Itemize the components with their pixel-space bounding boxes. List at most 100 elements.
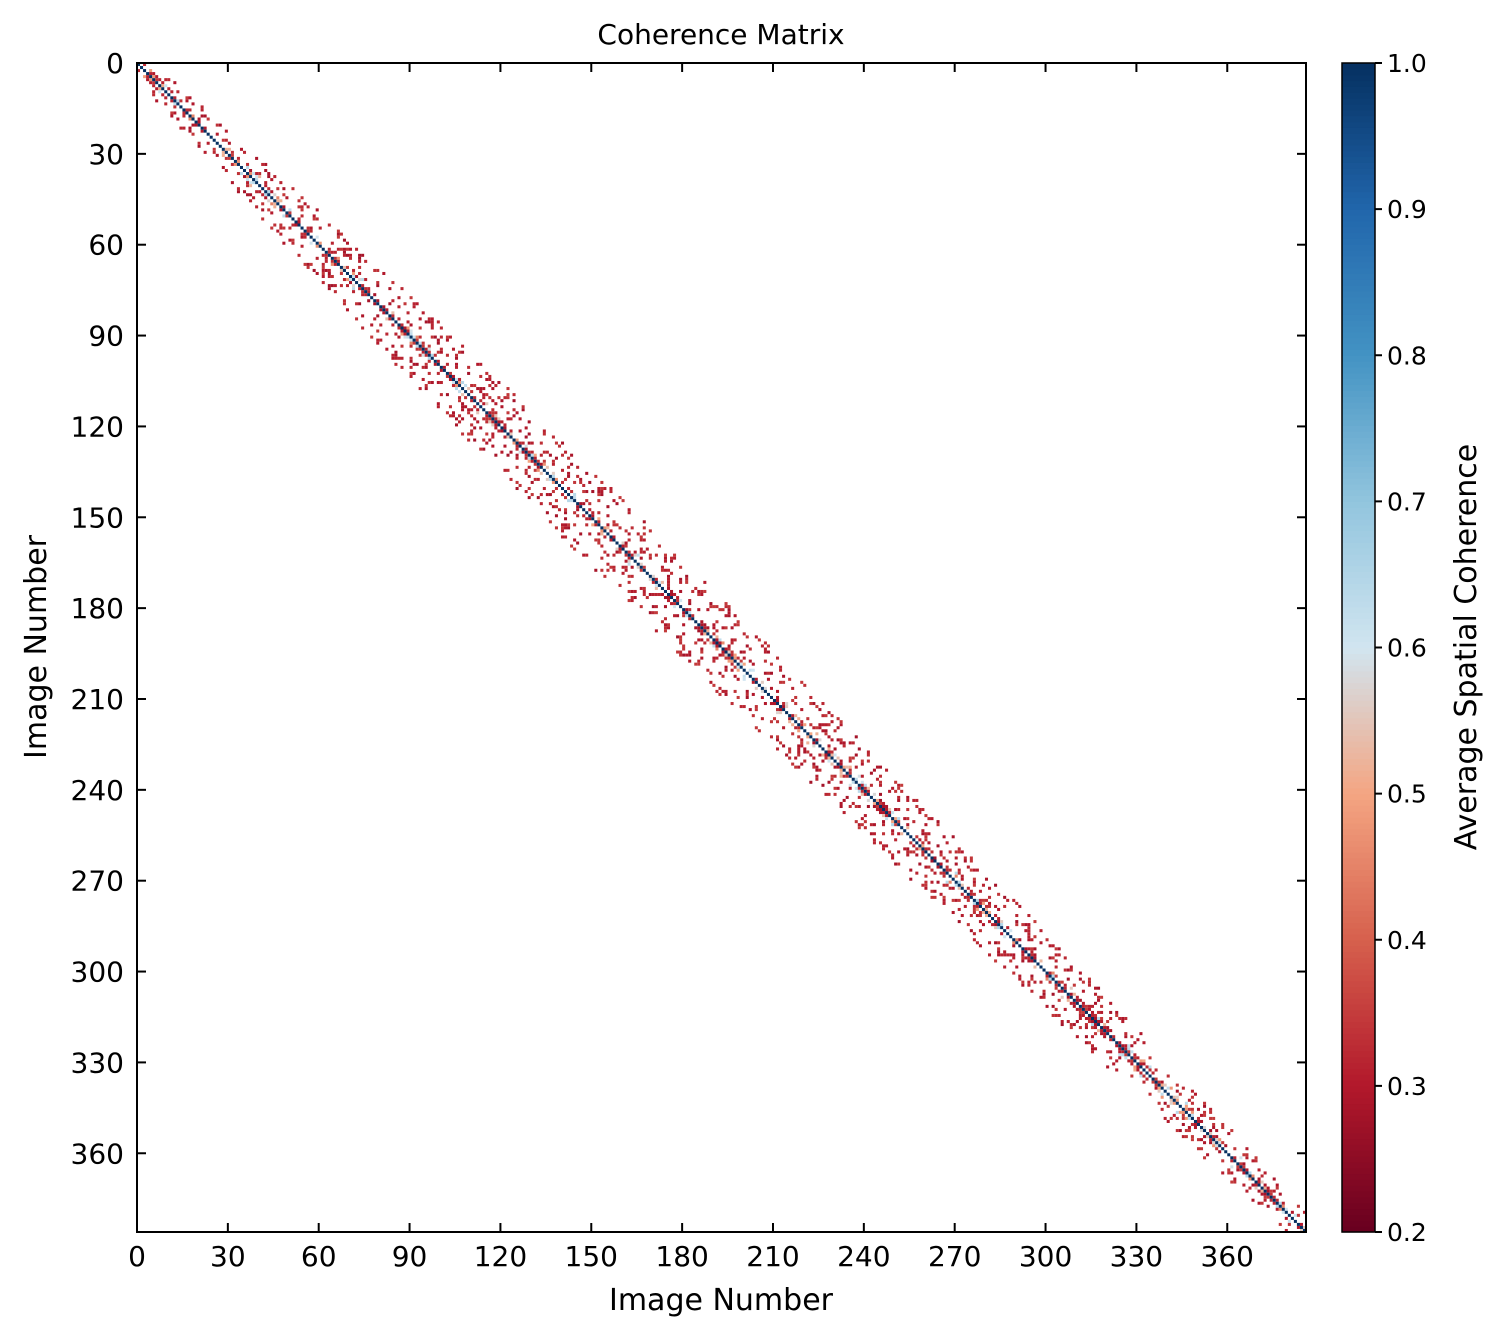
colorbar-segment xyxy=(1342,553,1375,561)
matrix-cell xyxy=(930,889,934,893)
matrix-cell xyxy=(503,426,507,430)
matrix-cell xyxy=(303,235,307,239)
matrix-cell xyxy=(606,526,610,530)
colorbar-segment xyxy=(1342,863,1375,871)
matrix-cell xyxy=(694,641,698,645)
matrix-cell xyxy=(497,429,501,433)
matrix-cell xyxy=(842,811,846,815)
diagonal-cell xyxy=(1248,1174,1252,1178)
matrix-cell xyxy=(863,786,867,790)
matrix-cell xyxy=(757,729,761,733)
colorbar-segment xyxy=(1342,565,1375,573)
matrix-cell xyxy=(624,568,628,572)
matrix-cell xyxy=(1203,1156,1207,1160)
matrix-cell xyxy=(197,120,201,124)
diagonal-cell xyxy=(1172,1098,1176,1102)
matrix-cell xyxy=(1187,1129,1191,1133)
matrix-cell xyxy=(1097,1010,1101,1014)
matrix-cell xyxy=(261,208,265,212)
diagonal-cell xyxy=(155,81,159,85)
matrix-cell xyxy=(324,259,328,263)
matrix-cell xyxy=(639,562,643,566)
matrix-cell xyxy=(1130,1035,1134,1039)
diagonal-cell xyxy=(869,795,873,799)
matrix-cell xyxy=(1160,1095,1164,1099)
matrix-cell xyxy=(682,644,686,648)
matrix-cell xyxy=(282,226,286,230)
matrix-cell xyxy=(521,405,525,409)
colorbar-segment xyxy=(1342,1132,1375,1140)
matrix-cell xyxy=(891,832,895,836)
matrix-cell xyxy=(872,768,876,772)
matrix-cell xyxy=(648,553,652,557)
matrix-cell xyxy=(515,438,519,442)
matrix-cell xyxy=(670,556,674,560)
matrix-cell xyxy=(988,886,992,890)
diagonal-cell xyxy=(521,447,525,451)
matrix-cell xyxy=(1154,1068,1158,1072)
matrix-cell xyxy=(1048,980,1052,984)
colorbar-segment xyxy=(1342,343,1375,350)
matrix-cell xyxy=(600,529,604,533)
matrix-cell xyxy=(1012,953,1016,957)
matrix-cell xyxy=(406,329,410,333)
diagonal-cell xyxy=(152,78,156,82)
matrix-cell xyxy=(518,441,522,445)
diagonal-cell xyxy=(176,102,180,106)
matrix-cell xyxy=(215,123,219,127)
matrix-cell xyxy=(1009,959,1013,963)
matrix-cell xyxy=(330,250,334,254)
diagonal-cell xyxy=(1299,1225,1303,1229)
matrix-cell xyxy=(400,332,404,336)
matrix-cell xyxy=(1269,1189,1273,1193)
matrix-cell xyxy=(697,662,701,666)
matrix-cell xyxy=(149,81,153,85)
matrix-cell xyxy=(1097,1016,1101,1021)
matrix-cell xyxy=(1094,1001,1098,1005)
matrix-cell xyxy=(839,762,843,766)
matrix-cell xyxy=(164,84,168,88)
matrix-cell xyxy=(1048,944,1052,948)
diagonal-cell xyxy=(809,735,813,739)
matrix-cell xyxy=(221,153,225,157)
matrix-cell xyxy=(769,720,773,724)
matrix-cell xyxy=(1178,1092,1182,1096)
diagonal-cell xyxy=(1224,1150,1228,1154)
matrix-cell xyxy=(1190,1089,1194,1093)
matrix-cell xyxy=(1157,1080,1161,1084)
matrix-cell xyxy=(467,438,471,442)
matrix-cell xyxy=(479,399,483,403)
diagonal-cell xyxy=(388,314,392,318)
matrix-cell xyxy=(797,735,801,739)
matrix-cell xyxy=(185,99,189,103)
diagonal-cell xyxy=(706,632,710,636)
matrix-cell xyxy=(927,847,931,851)
matrix-cell xyxy=(1090,1026,1095,1030)
colorbar-segment xyxy=(1342,1039,1375,1046)
matrix-cell xyxy=(1142,1080,1146,1084)
matrix-cell xyxy=(409,341,413,345)
diagonal-cell xyxy=(912,838,916,842)
matrix-cell xyxy=(700,638,704,642)
matrix-cell xyxy=(930,817,934,821)
matrix-cell xyxy=(582,553,586,557)
matrix-cell xyxy=(885,844,889,848)
matrix-cell xyxy=(545,493,549,497)
matrix-cell xyxy=(264,196,268,200)
colorbar-segment xyxy=(1342,103,1375,111)
matrix-cell xyxy=(267,187,271,191)
matrix-cell xyxy=(894,789,898,793)
matrix-cell xyxy=(306,205,310,209)
diagonal-cell xyxy=(957,883,961,887)
matrix-cell xyxy=(1078,1026,1082,1030)
matrix-cell xyxy=(358,265,362,269)
diagonal-cell xyxy=(1257,1183,1261,1187)
matrix-cell xyxy=(894,780,898,784)
matrix-cell xyxy=(249,199,253,203)
matrix-cell xyxy=(812,756,816,760)
matrix-cell xyxy=(1272,1195,1276,1199)
matrix-cell xyxy=(249,172,253,176)
matrix-cell xyxy=(358,259,362,263)
colorbar-tick-label: 0.7 xyxy=(1387,487,1427,516)
matrix-cell xyxy=(685,577,689,581)
